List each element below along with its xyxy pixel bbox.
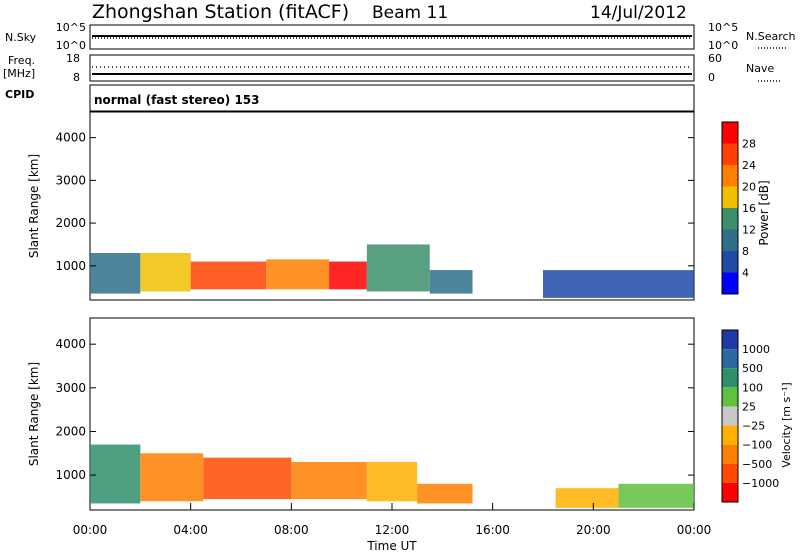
xtick-label: 16:00: [475, 523, 510, 537]
velocity-ytick-label: 2000: [55, 424, 86, 438]
x-axis-label: Time UT: [366, 539, 417, 553]
freq-top-tick: 18: [66, 52, 80, 65]
freq-strip-frame: [89, 54, 695, 82]
nsearch-top-tick: 10^5: [708, 21, 738, 34]
velocity-y-ticks: 1000 2000 3000 4000: [55, 337, 694, 482]
velocity-colorbar-swatch-0: [722, 330, 738, 350]
velocity-colorbar-swatch-5: [722, 425, 738, 445]
velocity-region-4: [366, 462, 418, 502]
xtick-label: 04:00: [173, 523, 208, 537]
velocity-colorbar-label: Velocity [m s⁻¹]: [780, 382, 793, 467]
power-colorbar: 4 8 12 16 20 24 28: [721, 121, 756, 295]
nsky-label: N.Sky: [5, 31, 37, 44]
power-ytick-label: 2000: [55, 216, 86, 230]
velocity-colorbar-tick: 1000: [742, 343, 770, 356]
nave-label: Nave: [746, 62, 774, 75]
cpid-text: normal (fast stereo) 153: [94, 93, 260, 107]
power-region-7: [543, 270, 694, 298]
velocity-colorbar-tick: 25: [742, 400, 756, 413]
velocity-colorbar-swatch-2: [722, 368, 738, 388]
power-colorbar-tick: 8: [742, 245, 749, 258]
power-colorbar-swatch-4: [722, 186, 738, 208]
velocity-region-2: [203, 457, 292, 500]
cpid-strip-frame: [89, 84, 695, 112]
velocity-region-0: [90, 444, 141, 504]
freq-bottom-tick: 8: [73, 71, 80, 84]
nsearch-bottom-tick: 10^0: [708, 39, 738, 52]
velocity-colorbar-frame: [721, 329, 739, 503]
power-ytick-label: 3000: [55, 173, 86, 187]
power-colorbar-tick: 4: [742, 267, 749, 280]
velocity-colorbar-swatch-3: [722, 387, 738, 407]
power-y-ticks: 1000 2000 3000 4000: [55, 131, 694, 273]
freq-label-line2: [MHz]: [3, 67, 35, 80]
cpid-label: CPID: [5, 88, 34, 101]
power-region-4: [329, 261, 367, 290]
nsky-bottom-tick: 10^0: [56, 39, 86, 52]
power-colorbar-tick: 28: [742, 138, 756, 151]
velocity-colorbar-swatch-6: [722, 444, 738, 464]
velocity-colorbar-tick: −100: [742, 439, 772, 452]
velocity-colorbar-swatch-8: [722, 482, 738, 502]
velocity-ytick-label: 1000: [55, 468, 86, 482]
power-colorbar-label: Power [dB]: [757, 180, 771, 245]
power-ytick-label: 1000: [55, 259, 86, 273]
power-region-0: [90, 253, 141, 294]
power-region-5: [366, 244, 430, 292]
velocity-region-7: [618, 483, 694, 508]
power-heatmap-cells: [90, 244, 694, 298]
nsky-strip-frame: [89, 24, 695, 50]
title-date: 14/Jul/2012: [590, 3, 687, 23]
xtick-label: 12:00: [375, 523, 410, 537]
xtick-label: 00:00: [677, 523, 712, 537]
nave-top-tick: 60: [708, 52, 722, 65]
xtick-label: 08:00: [274, 523, 309, 537]
power-ytick-label: 4000: [55, 131, 86, 145]
velocity-region-6: [555, 488, 619, 508]
nave-bottom-tick: 0: [708, 71, 715, 84]
velocity-colorbar-tick: −25: [742, 420, 765, 433]
xtick-label: 00:00: [73, 523, 108, 537]
power-colorbar-swatch-6: [722, 143, 738, 165]
power-y-axis-label: Slant Range [km]: [27, 154, 41, 258]
velocity-colorbar-swatch-4: [722, 406, 738, 426]
power-colorbar-swatch-5: [722, 165, 738, 187]
velocity-colorbar-swatch-7: [722, 463, 738, 483]
title-beam: Beam 11: [372, 3, 448, 23]
power-colorbar-swatch-2: [722, 229, 738, 251]
velocity-y-axis-label: Slant Range [km]: [27, 362, 41, 466]
power-colorbar-swatch-1: [722, 251, 738, 273]
xtick-label: 20:00: [576, 523, 611, 537]
power-region-2: [190, 261, 267, 290]
velocity-colorbar-tick: −1000: [742, 477, 779, 490]
power-region-1: [140, 253, 191, 292]
velocity-region-3: [291, 462, 367, 500]
velocity-ytick-label: 4000: [55, 337, 86, 351]
velocity-ytick-label: 3000: [55, 381, 86, 395]
velocity-colorbar: 1000 500 100 25 −25 −100 −500 −1000: [721, 329, 779, 503]
power-colorbar-tick: 24: [742, 159, 756, 172]
power-colorbar-tick: 20: [742, 181, 756, 194]
velocity-region-5: [417, 483, 473, 504]
freq-label-line1: Freq.: [8, 54, 35, 67]
title-station: Zhongshan Station (fitACF): [92, 1, 349, 23]
nsearch-label: N.Search: [746, 30, 796, 43]
time-x-ticks: 00:00 04:00 08:00 12:00 16:00 20:00 00:00: [73, 503, 712, 537]
power-colorbar-swatch-3: [722, 208, 738, 230]
power-colorbar-tick: 12: [742, 224, 756, 237]
velocity-colorbar-tick: 100: [742, 381, 763, 394]
velocity-region-1: [140, 453, 204, 502]
velocity-heatmap-cells: [90, 444, 694, 508]
power-region-6: [429, 270, 473, 294]
power-colorbar-frame: [721, 121, 739, 295]
power-colorbar-swatch-7: [722, 122, 738, 144]
velocity-colorbar-tick: 500: [742, 362, 763, 375]
power-region-3: [266, 259, 330, 290]
power-colorbar-swatch-0: [722, 272, 738, 294]
velocity-colorbar-swatch-1: [722, 349, 738, 369]
velocity-colorbar-tick: −500: [742, 458, 772, 471]
nsky-top-tick: 10^5: [56, 21, 86, 34]
power-colorbar-tick: 16: [742, 202, 756, 215]
